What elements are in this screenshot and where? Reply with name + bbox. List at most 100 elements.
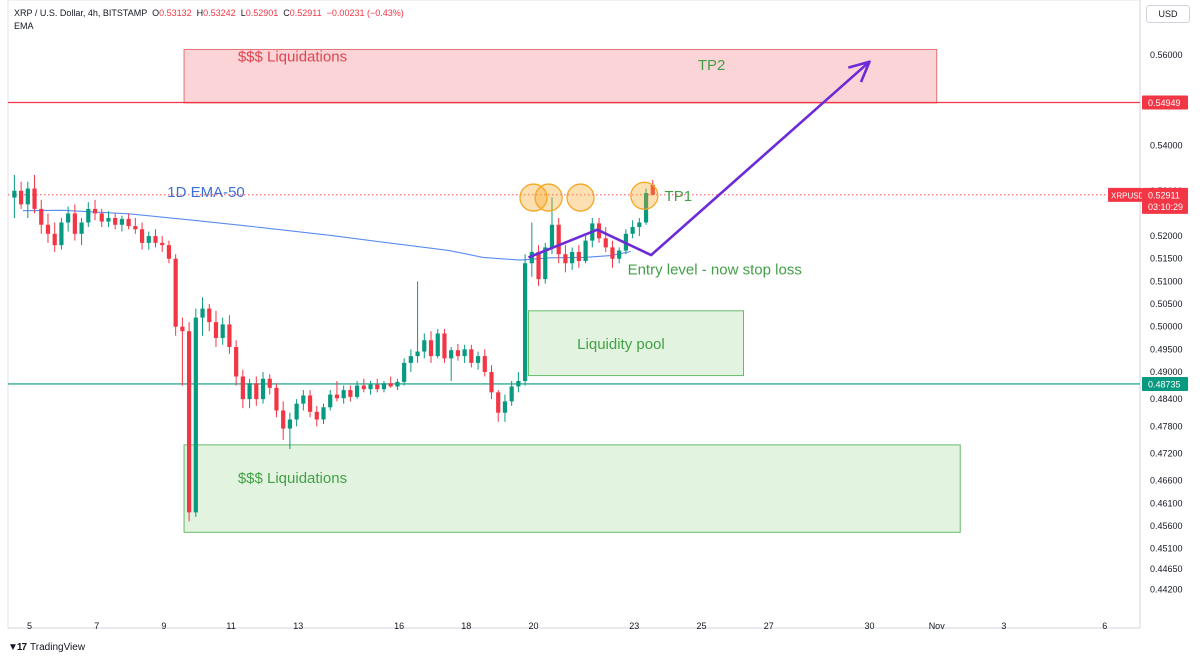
- candle-76: [523, 254, 528, 386]
- candle-14: [106, 211, 111, 228]
- candle-body: [368, 384, 373, 390]
- candle-42: [294, 399, 299, 427]
- y-tick-12: 0.47200: [1150, 448, 1183, 458]
- candle-69: [475, 351, 481, 370]
- candle-body: [489, 371, 494, 393]
- low-value: 0.52901: [245, 8, 279, 18]
- candle-48: [334, 381, 340, 402]
- candle-40: [281, 401, 286, 440]
- candle-body: [361, 385, 366, 390]
- candle-39: [274, 383, 279, 418]
- candle-38: [267, 374, 272, 395]
- candle-34: [240, 369, 245, 409]
- candle-body: [119, 218, 124, 225]
- candle-body: [482, 356, 487, 372]
- candle-body: [475, 356, 481, 363]
- candle-4: [39, 199, 44, 234]
- candle-body: [52, 233, 57, 246]
- low-label: L: [240, 8, 246, 18]
- candle-body: [213, 322, 219, 338]
- candle-body: [395, 381, 400, 387]
- candle-33: [234, 340, 239, 386]
- highlight-circles: [519, 181, 659, 212]
- candle-45: [314, 405, 319, 427]
- x-tick-4: 13: [293, 621, 303, 631]
- candle-83: [570, 247, 575, 271]
- candle-32: [227, 315, 232, 354]
- y-tick-16: 0.45100: [1150, 544, 1183, 554]
- candle-body: [469, 349, 474, 363]
- candle-body: [381, 383, 387, 390]
- candle-body: [442, 333, 447, 359]
- x-tick-0: 5: [27, 621, 32, 631]
- zone-box-2: [527, 310, 745, 377]
- candle-25: [180, 317, 185, 386]
- candle-88: [603, 227, 608, 252]
- candle-body: [200, 308, 205, 318]
- candle-body: [234, 347, 239, 377]
- candle-2: [25, 181, 30, 218]
- candle-body: [637, 222, 642, 228]
- price-level-badge-0: [1142, 95, 1188, 110]
- candle-31: [220, 317, 225, 345]
- candle-41: [287, 412, 292, 449]
- candle-71: [489, 365, 494, 400]
- candle-30: [213, 310, 219, 348]
- candle-body: [126, 218, 131, 227]
- candle-94: [643, 188, 649, 225]
- candle-47: [328, 390, 333, 411]
- annotation-text-0: 1D EMA-50: [167, 184, 245, 201]
- candle-body: [173, 258, 178, 327]
- candle-21: [153, 229, 158, 248]
- indicator-label[interactable]: EMA: [14, 21, 34, 31]
- tradingview-logo[interactable]: ▼17 TradingView: [8, 642, 85, 653]
- currency-button[interactable]: USD: [1146, 5, 1190, 23]
- symbol-title: XRP / U.S. Dollar, 4h, BITSTAMP: [14, 8, 148, 18]
- candle-18: [133, 217, 138, 234]
- candle-body: [496, 392, 501, 413]
- candle-body: [180, 326, 185, 332]
- candle-body: [502, 401, 508, 413]
- candle-84: [576, 245, 581, 268]
- x-tick-10: 27: [764, 621, 774, 631]
- candle-52: [361, 378, 366, 393]
- candle-body: [281, 410, 286, 429]
- candle-58: [402, 358, 407, 386]
- candle-body: [301, 395, 306, 404]
- candle-63: [435, 328, 440, 359]
- candle-body: [86, 208, 91, 223]
- annotation-text-5: Liquidity pool: [577, 336, 665, 353]
- x-tick-3: 11: [226, 621, 235, 631]
- candle-82: [563, 245, 568, 273]
- candle-body: [227, 324, 232, 348]
- candle-7: [59, 217, 64, 250]
- candle-body: [99, 213, 104, 222]
- candle-75: [516, 371, 521, 393]
- candle-0: [12, 174, 17, 218]
- y-tick-14: 0.46100: [1150, 498, 1183, 508]
- candle-body: [220, 324, 225, 338]
- y-tick-3: 0.52000: [1150, 231, 1183, 241]
- close-label: C: [283, 8, 290, 18]
- highlight-circle-0: [519, 183, 548, 212]
- candle-body: [25, 188, 30, 205]
- candle-59: [408, 349, 413, 372]
- candles: [12, 174, 655, 522]
- candle-81: [556, 217, 561, 264]
- candle-93: [637, 217, 642, 237]
- candle-body: [630, 227, 635, 234]
- candle-62: [428, 331, 434, 363]
- high-label: H: [196, 8, 204, 18]
- candle-body: [408, 356, 413, 363]
- candle-body: [32, 188, 37, 209]
- y-tick-7: 0.50000: [1150, 322, 1183, 332]
- annotation-zones: [183, 48, 961, 533]
- x-tick-2: 9: [161, 621, 166, 631]
- y-tick-10: 0.48400: [1150, 394, 1183, 404]
- candle-28: [200, 297, 205, 336]
- candle-body: [146, 236, 151, 243]
- candle-70: [482, 349, 487, 377]
- brand-name: TradingView: [30, 642, 86, 653]
- annotation-text-2: Entry level - now stop loss: [628, 262, 802, 279]
